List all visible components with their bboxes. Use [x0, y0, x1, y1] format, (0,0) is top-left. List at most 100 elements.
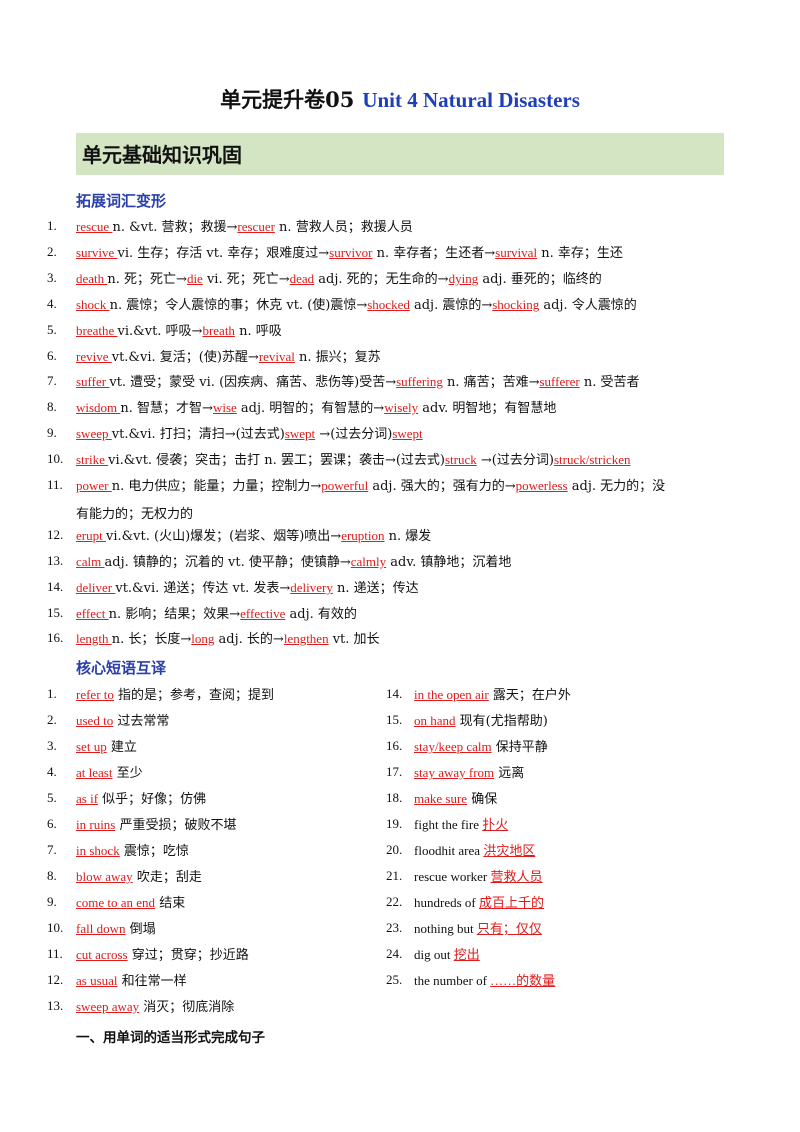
- vocab-answer: lengthen: [283, 631, 329, 646]
- vocab-text: adj. 强大的；强有力的→: [368, 479, 516, 494]
- phrase-meaning: 露天；在户外: [488, 688, 571, 703]
- vocab-answer: sufferer: [539, 374, 580, 389]
- phrase-answer: stay away from: [414, 765, 495, 780]
- title-en: Unit 4 Natural Disasters: [362, 88, 580, 112]
- phrase-meaning: 指的是；参考，查阅；提到: [113, 688, 275, 703]
- phrase-answer: ……的数量: [490, 973, 556, 988]
- phrase-answer: fall down: [76, 921, 126, 936]
- vocab-answer: rescuer: [237, 219, 275, 234]
- phrase-item: used to 过去常常: [76, 712, 169, 730]
- phrase-answer: 营救人员: [490, 869, 543, 884]
- phrase-meaning: 现有(尤指帮助): [455, 714, 548, 729]
- vocab-word: shock: [76, 297, 110, 312]
- section-one-heading: 一、用单词的适当形式完成句子: [76, 1030, 265, 1046]
- vocab-text: n. 递送；传达: [332, 581, 419, 596]
- vocab-answer: dead: [289, 271, 315, 286]
- phrase-meaning: 远离: [494, 766, 525, 781]
- phrase-answer: 挖出: [453, 947, 480, 962]
- section-banner: 单元基础知识巩固: [76, 133, 724, 175]
- phrase-number: 4.: [47, 764, 57, 779]
- phrase-item: stay away from 远离: [414, 764, 524, 782]
- vocab-answer: survivor: [329, 245, 373, 260]
- vocab-text: n. 死；死亡→: [107, 272, 187, 287]
- vocab-answer: shocking: [492, 297, 540, 312]
- vocab-answer: swept: [392, 426, 423, 441]
- phrase-answer: in the open air: [414, 687, 489, 702]
- vocab-text: n. 幸存者；生还者→: [372, 246, 496, 261]
- vocab-word: wisdom: [76, 400, 121, 415]
- vocab-number: 7.: [47, 373, 57, 388]
- phrase-answer: as if: [76, 791, 99, 806]
- vocab-word: rescue: [76, 219, 113, 234]
- vocab-text: adj. 长的→: [214, 632, 284, 647]
- vocab-item: deliver vt.&vi. 递送；传达 vt. 发表→delivery n.…: [76, 579, 419, 597]
- vocab-number: 15.: [47, 605, 64, 620]
- vocab-number: 6.: [47, 348, 57, 363]
- vocab-text: vt.&vi. 递送；传达 vt. 发表→: [115, 581, 291, 596]
- phrase-meaning: 倒塌: [125, 922, 156, 937]
- vocab-word: revive: [76, 349, 112, 364]
- vocab-text: n. 长；长度→: [111, 632, 192, 647]
- phrase-answer: stay/keep calm: [414, 739, 492, 754]
- vocab-text: adj. 垂死的；临终的: [478, 272, 602, 287]
- phrase-heading: 核心短语互译: [76, 659, 167, 677]
- phrase-item: as if 似乎；好像；仿佛: [76, 790, 206, 808]
- vocab-word: breathe: [76, 323, 118, 338]
- vocab-text: vi. 生存；存活 vt. 幸存；艰难度过→: [117, 246, 330, 261]
- phrase-number: 15.: [386, 712, 403, 727]
- vocab-item: death n. 死；死亡→die vi. 死；死亡→dead adj. 死的；…: [76, 270, 602, 288]
- vocab-text: vi.&vt. 侵袭；突击；击打 n. 罢工；罢课；袭击→(过去式): [108, 453, 445, 468]
- phrase-item: at least 至少: [76, 764, 143, 782]
- vocab-answer: delivery: [290, 580, 333, 595]
- phrase-item: as usual 和往常一样: [76, 972, 187, 990]
- phrase-item: come to an end 结束: [76, 894, 185, 912]
- phrase-answer: blow away: [76, 869, 133, 884]
- phrase-meaning: 和往常一样: [117, 974, 187, 989]
- vocab-text: n. 爆发: [384, 529, 432, 544]
- phrase-answer: set up: [76, 739, 107, 754]
- phrase-number: 9.: [47, 894, 57, 909]
- vocab-item: revive vt.&vi. 复活；(使)苏醒→revival n. 振兴；复苏: [76, 348, 381, 366]
- phrase-number: 10.: [47, 920, 64, 935]
- phrase-answer: 扑火: [482, 817, 509, 832]
- phrase-answer: in ruins: [76, 817, 116, 832]
- phrase-number: 2.: [47, 712, 57, 727]
- vocab-number: 14.: [47, 579, 64, 594]
- phrase-number: 8.: [47, 868, 57, 883]
- phrase-number: 3.: [47, 738, 57, 753]
- phrase-item: floodhit area 洪灾地区: [414, 842, 535, 860]
- vocab-continuation: 有能力的；无权力的: [76, 507, 194, 522]
- phrase-number: 25.: [386, 972, 403, 987]
- vocab-item: strike vi.&vt. 侵袭；突击；击打 n. 罢工；罢课；袭击→(过去式…: [76, 451, 631, 469]
- phrase-meaning: 吹走；刮走: [132, 870, 202, 885]
- phrase-meaning: 至少: [112, 766, 143, 781]
- vocab-text: vi. 死；死亡→: [202, 272, 290, 287]
- phrase-item: set up 建立: [76, 738, 137, 756]
- vocab-answer: survival: [495, 245, 538, 260]
- vocab-text: →(过去分词): [476, 453, 554, 468]
- phrase-meaning: 过去常常: [113, 714, 170, 729]
- phrase-answer: as usual: [76, 973, 118, 988]
- vocab-text: n. 痛苦；苦难→: [442, 375, 540, 390]
- vocab-answer: powerful: [321, 478, 369, 493]
- phrase-item: in ruins 严重受损；破败不堪: [76, 816, 237, 834]
- phrase-item: sweep away 消灭；彻底消除: [76, 998, 234, 1016]
- vocab-text: vi.&vt. 呼吸→: [117, 324, 203, 339]
- vocab-word: sweep: [76, 426, 112, 441]
- vocab-item: suffer vt. 遭受；蒙受 vi. (因疾病、痛苦、悲伤等)受苦→suff…: [76, 373, 639, 391]
- vocab-item: breathe vi.&vt. 呼吸→breath n. 呼吸: [76, 322, 282, 340]
- vocab-answer: effective: [240, 606, 286, 621]
- vocab-answer: swept: [284, 426, 316, 441]
- phrase-item: stay/keep calm 保持平静: [414, 738, 548, 756]
- vocab-word: strike: [76, 452, 109, 467]
- vocab-word: death: [76, 271, 108, 286]
- phrase-item: make sure 确保: [414, 790, 497, 808]
- phrase-item: the number of ……的数量: [414, 972, 555, 990]
- vocab-item: power n. 电力供应；能量；力量；控制力→powerful adj. 强大…: [76, 477, 665, 495]
- phrase-meaning: 严重受损；破败不堪: [115, 818, 237, 833]
- vocab-answer: die: [186, 271, 203, 286]
- phrase-item: fall down 倒塌: [76, 920, 156, 938]
- phrase-number: 1.: [47, 686, 57, 701]
- phrase-meaning: 穿过；贯穿；抄近路: [127, 948, 249, 963]
- phrase-item: in shock 震惊；吃惊: [76, 842, 189, 860]
